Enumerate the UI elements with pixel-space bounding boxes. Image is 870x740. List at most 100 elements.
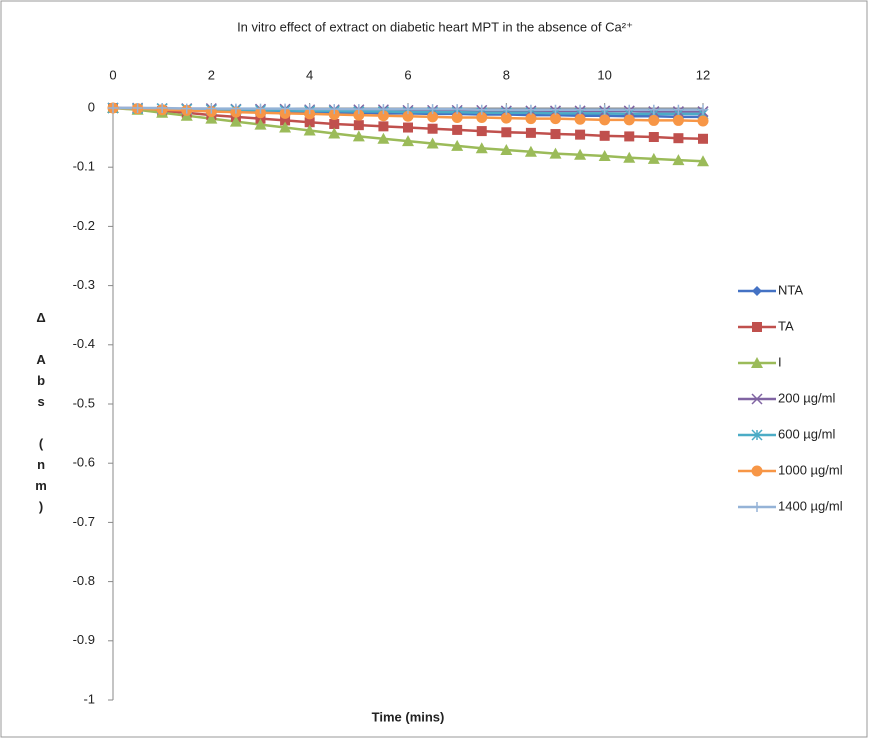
marker	[574, 113, 586, 125]
x-axis-title: Time (mins)	[372, 709, 445, 724]
marker	[672, 114, 684, 126]
x-tick-label: 0	[109, 67, 116, 82]
marker	[403, 122, 413, 133]
x-tick-label: 12	[696, 67, 710, 82]
marker	[623, 151, 636, 163]
marker	[181, 103, 192, 114]
marker	[648, 132, 659, 143]
marker	[574, 148, 587, 160]
y-tick-label: 0	[88, 99, 95, 114]
x-tick-label: 4	[306, 67, 313, 82]
marker	[598, 149, 611, 161]
legend-label: 1400 µg/ml	[778, 498, 843, 513]
marker	[402, 110, 414, 122]
y-tick-label: -0.1	[73, 159, 95, 174]
marker	[452, 104, 463, 115]
marker	[550, 113, 561, 125]
marker	[378, 104, 389, 115]
marker	[550, 104, 561, 115]
marker	[427, 123, 438, 134]
legend-marker	[751, 429, 763, 441]
marker	[329, 104, 340, 115]
x-tick-label: 8	[503, 67, 510, 82]
marker	[624, 104, 635, 115]
marker	[599, 130, 610, 141]
marker	[402, 135, 414, 147]
marker	[205, 112, 218, 124]
marker	[303, 124, 316, 136]
marker	[328, 109, 340, 121]
marker	[549, 147, 562, 159]
marker	[575, 129, 586, 140]
y-tick-label: -0.6	[73, 455, 95, 470]
legend-marker	[752, 286, 762, 296]
marker	[476, 126, 487, 137]
legend-marker	[751, 357, 763, 368]
marker	[426, 137, 439, 149]
y-axis-title: Δ Abs (nm)	[34, 310, 49, 520]
marker	[329, 118, 340, 129]
legend-label: I	[778, 354, 782, 369]
legend-marker	[751, 393, 763, 405]
marker	[648, 114, 660, 126]
y-tick-label: -0.4	[73, 336, 95, 351]
marker	[475, 142, 488, 154]
marker	[427, 104, 438, 115]
marker	[500, 144, 513, 156]
legend-marker	[752, 322, 762, 332]
marker	[451, 111, 463, 123]
marker	[353, 109, 365, 121]
marker	[427, 111, 439, 123]
x-tick-label: 10	[597, 67, 611, 82]
y-tick-label: -0.3	[73, 277, 95, 292]
marker	[672, 154, 685, 166]
marker	[452, 124, 463, 135]
marker	[353, 120, 364, 131]
marker	[647, 152, 660, 164]
marker	[623, 114, 635, 126]
marker	[132, 103, 143, 113]
y-tick-label: -0.7	[73, 514, 95, 529]
marker	[378, 121, 389, 132]
marker	[525, 104, 536, 115]
marker	[501, 127, 512, 138]
x-tick-label: 2	[208, 67, 215, 82]
marker	[624, 131, 635, 142]
legend-label: 1000 µg/ml	[778, 462, 843, 477]
marker	[279, 121, 292, 133]
legend-label: 200 µg/ml	[778, 390, 835, 405]
y-tick-label: -0.8	[73, 573, 95, 588]
marker	[328, 127, 341, 139]
y-tick-label: -1	[83, 691, 95, 706]
marker	[575, 104, 586, 115]
y-tick-label: -0.9	[73, 632, 95, 647]
marker	[377, 110, 389, 122]
marker	[476, 104, 487, 115]
marker	[377, 132, 390, 144]
marker	[599, 114, 611, 126]
legend-marker	[752, 502, 762, 512]
marker	[697, 155, 709, 167]
marker	[304, 117, 315, 128]
y-tick-label: -0.5	[73, 395, 95, 410]
marker	[673, 104, 684, 115]
marker	[352, 130, 365, 142]
legend-marker	[751, 465, 763, 477]
marker	[550, 129, 561, 140]
marker	[254, 118, 267, 130]
marker	[280, 103, 291, 114]
marker	[403, 104, 413, 115]
y-tick-label: -0.2	[73, 218, 95, 233]
marker	[501, 104, 512, 115]
marker	[476, 111, 488, 123]
legend-label: TA	[778, 318, 794, 333]
marker	[599, 104, 610, 115]
marker	[157, 103, 168, 113]
marker	[229, 115, 242, 127]
marker	[698, 133, 708, 144]
marker	[525, 127, 536, 138]
marker	[206, 103, 217, 114]
marker	[108, 103, 118, 113]
